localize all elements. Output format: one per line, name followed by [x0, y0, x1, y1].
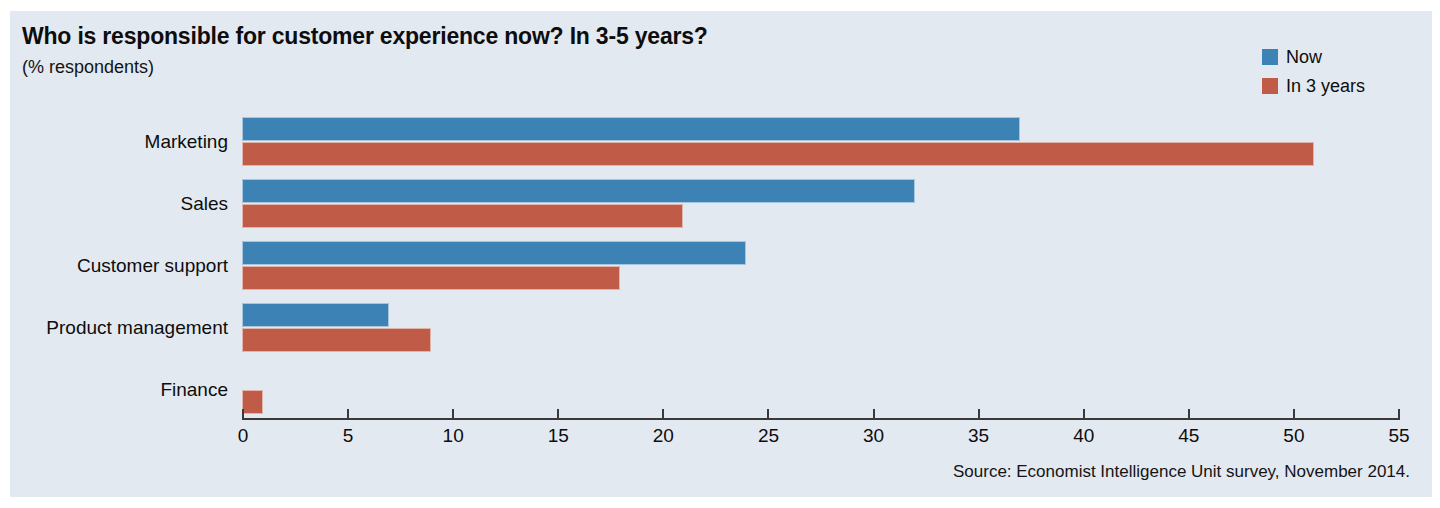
x-axis-tick-25 — [767, 409, 769, 418]
category-label-customer-support: Customer support — [10, 253, 228, 278]
bar-product-management-in-3-years — [242, 328, 431, 352]
chart-subtitle: (% respondents) — [22, 57, 154, 78]
x-axis-tick-55 — [1398, 409, 1400, 418]
legend-item-in-3-years: In 3 years — [1262, 76, 1365, 96]
x-axis-tick-label-40: 40 — [1062, 425, 1106, 447]
x-axis-tick-label-10: 10 — [431, 425, 475, 447]
x-axis-tick-35 — [978, 409, 980, 418]
legend-label-in-3-years: In 3 years — [1286, 76, 1365, 97]
bar-sales-in-3-years — [242, 204, 683, 228]
x-axis-tick-30 — [873, 409, 875, 418]
x-axis-tick-label-25: 25 — [746, 425, 790, 447]
x-axis-tick-label-50: 50 — [1272, 425, 1316, 447]
source-note: Source: Economist Intelligence Unit surv… — [953, 462, 1410, 482]
legend: Now In 3 years — [1262, 47, 1365, 105]
x-axis-tick-5 — [347, 409, 349, 418]
x-axis-tick-20 — [662, 409, 664, 418]
x-axis-tick-label-15: 15 — [536, 425, 580, 447]
category-label-product-management: Product management — [10, 315, 228, 340]
x-axis-tick-label-35: 35 — [957, 425, 1001, 447]
legend-item-now: Now — [1262, 47, 1365, 67]
x-axis-tick-label-45: 45 — [1167, 425, 1211, 447]
bar-customer-support-in-3-years — [242, 266, 620, 290]
x-axis-tick-15 — [557, 409, 559, 418]
x-axis-tick-label-20: 20 — [641, 425, 685, 447]
x-axis-tick-label-0: 0 — [221, 425, 265, 447]
x-axis-tick-label-55: 55 — [1377, 425, 1421, 447]
x-axis-tick-45 — [1188, 409, 1190, 418]
x-axis-tick-0 — [242, 409, 244, 418]
x-axis-tick-40 — [1083, 409, 1085, 418]
bar-product-management-now — [242, 303, 389, 327]
legend-label-now: Now — [1286, 47, 1322, 68]
x-axis-line — [242, 418, 1400, 420]
bar-finance-in-3-years — [242, 390, 263, 414]
bar-marketing-now — [242, 117, 1020, 141]
legend-swatch-in-3-years — [1262, 78, 1278, 94]
x-axis-tick-50 — [1293, 409, 1295, 418]
bar-customer-support-now — [242, 241, 746, 265]
category-label-finance: Finance — [10, 377, 228, 402]
x-axis-tick-label-30: 30 — [852, 425, 896, 447]
chart-panel: Who is responsible for customer experien… — [10, 11, 1432, 497]
category-label-sales: Sales — [10, 191, 228, 216]
legend-swatch-now — [1262, 49, 1278, 65]
bar-sales-now — [242, 179, 915, 203]
x-axis-tick-label-5: 5 — [326, 425, 370, 447]
chart-title: Who is responsible for customer experien… — [22, 23, 708, 50]
chart-canvas: Who is responsible for customer experien… — [0, 0, 1440, 508]
x-axis-tick-10 — [452, 409, 454, 418]
bar-marketing-in-3-years — [242, 142, 1314, 166]
category-label-marketing: Marketing — [10, 129, 228, 154]
